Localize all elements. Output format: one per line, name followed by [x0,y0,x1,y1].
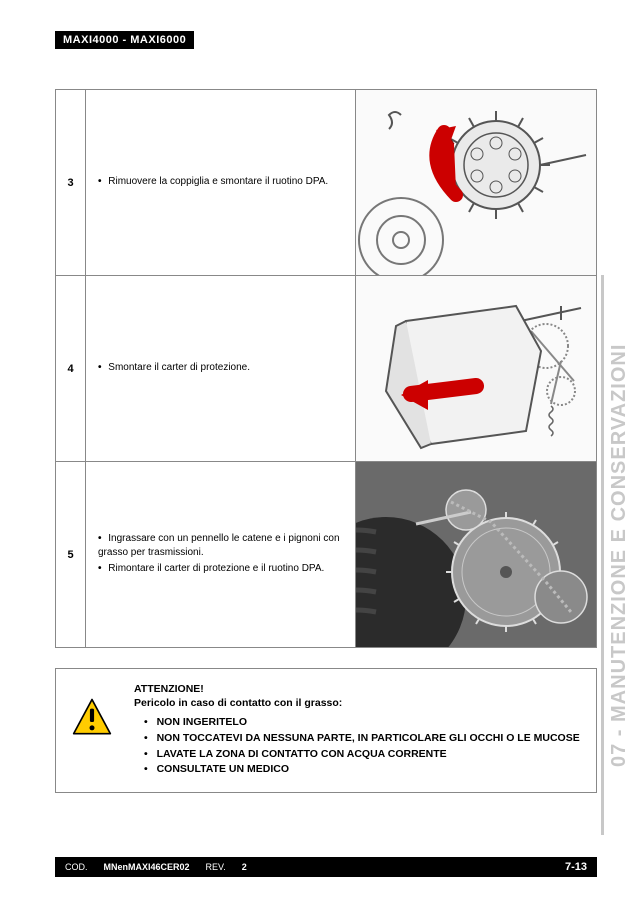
step-number: 3 [56,90,86,275]
footer-rev-label: REV. [206,862,226,872]
footer-cod-label: COD. [65,862,88,872]
warning-box: ATTENZIONE! Pericolo in caso di contatto… [55,668,597,793]
warning-text: ATTENZIONE! Pericolo in caso di contatto… [134,683,580,778]
footer-page: 7-13 [565,861,587,873]
step-text: Ingrassare con un pennello le catene e i… [86,462,356,647]
step-diagram [356,276,596,461]
warning-item: NON INGERITELO [144,715,580,731]
step-number: 5 [56,462,86,647]
warning-item: LAVATE LA ZONA DI CONTATTO CON ACQUA COR… [144,747,580,763]
step-diagram [356,462,596,647]
step-item: Smontare il carter di protezione. [98,361,250,375]
step-text: Smontare il carter di protezione. [86,276,356,461]
diagram-carter [356,276,596,461]
warning-icon [72,697,112,737]
header-model: MAXI4000 - MAXI6000 [55,31,194,49]
step-text: Rimuovere la coppiglia e smontare il ruo… [86,90,356,275]
table-row: 5 Ingrassare con un pennello le catene e… [56,462,596,647]
instruction-table: 3 Rimuovere la coppiglia e smontare il r… [55,89,597,648]
footer-left: COD. MNenMAXI46CER02 REV. 2 [65,862,247,872]
step-item: Rimuovere la coppiglia e smontare il ruo… [98,175,328,189]
diagram-dpa-wheel [356,90,596,275]
warning-title: ATTENZIONE! [134,683,580,695]
step-number: 4 [56,276,86,461]
manual-page: MAXI4000 - MAXI6000 3 Rimuovere la coppi… [0,0,637,909]
footer-cod-value: MNenMAXI46CER02 [104,862,190,872]
footer-rev-value: 2 [242,862,247,872]
warning-item: NON TOCCATEVI DA NESSUNA PARTE, IN PARTI… [144,731,580,747]
table-row: 3 Rimuovere la coppiglia e smontare il r… [56,90,596,276]
footer-bar: COD. MNenMAXI46CER02 REV. 2 7-13 [55,857,597,877]
step-item: Rimontare il carter di protezione e il r… [98,562,343,576]
step-item: Ingrassare con un pennello le catene e i… [98,532,343,560]
diagram-greasing-photo [356,462,596,647]
warning-subtitle: Pericolo in caso di contatto con il gras… [134,697,580,709]
section-tab: 07 - MANUTENZIONE E CONSERVAZIONI [601,275,631,835]
step-diagram [356,90,596,275]
table-row: 4 Smontare il carter di protezione. [56,276,596,462]
warning-item: CONSULTATE UN MEDICO [144,762,580,778]
